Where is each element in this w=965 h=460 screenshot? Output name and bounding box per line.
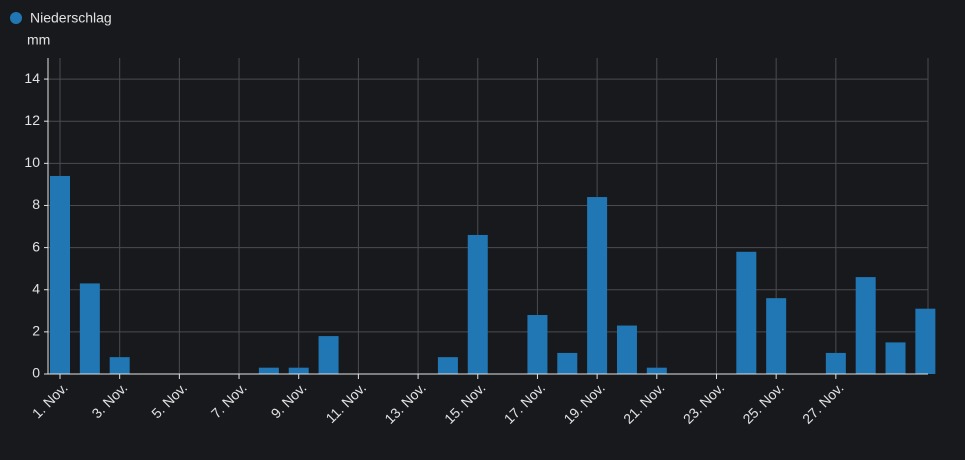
legend-label: Niederschlag (30, 10, 112, 26)
y-tick-label: 4 (32, 280, 40, 296)
bar (855, 277, 876, 374)
y-axis-label: mm (27, 32, 50, 48)
bar (915, 308, 936, 374)
x-tick-label: 13. Nov. (381, 379, 428, 426)
x-tick-label: 19. Nov. (560, 379, 607, 426)
y-tick-label: 8 (32, 196, 40, 212)
bar (437, 357, 458, 374)
y-tick-label: 2 (32, 323, 40, 339)
bar (527, 315, 548, 374)
legend-swatch (10, 12, 22, 24)
y-tick-label: 0 (32, 365, 40, 381)
bar (825, 352, 846, 374)
bar (587, 197, 608, 374)
x-tick-label: 27. Nov. (799, 379, 846, 426)
bar (736, 251, 757, 374)
bar (766, 298, 787, 374)
bar (288, 367, 309, 374)
x-tick-label: 5. Nov. (148, 379, 190, 421)
x-tick-label: 15. Nov. (441, 379, 488, 426)
y-tick-label: 14 (24, 70, 40, 86)
bar (885, 342, 906, 374)
bar (557, 352, 578, 374)
y-tick-label: 12 (24, 112, 40, 128)
x-tick-label: 7. Nov. (208, 379, 250, 421)
x-tick-label: 11. Nov. (322, 379, 369, 426)
bar (318, 336, 339, 374)
bar (50, 175, 70, 374)
bar (258, 367, 279, 374)
y-tick-label: 10 (24, 154, 40, 170)
x-tick-label: 3. Nov. (88, 379, 130, 421)
bar (616, 325, 637, 374)
x-tick-label: 23. Nov. (680, 379, 727, 426)
x-tick-label: 21. Nov. (620, 379, 667, 426)
x-tick-label: 17. Nov. (501, 379, 548, 426)
x-tick-label: 9. Nov. (268, 379, 310, 421)
bar (467, 234, 488, 374)
x-tick-label: 1. Nov. (29, 379, 71, 421)
bar (646, 367, 667, 374)
bar (79, 283, 100, 374)
x-tick-label: 25. Nov. (739, 379, 786, 426)
bar (109, 357, 130, 374)
y-tick-label: 6 (32, 238, 40, 254)
